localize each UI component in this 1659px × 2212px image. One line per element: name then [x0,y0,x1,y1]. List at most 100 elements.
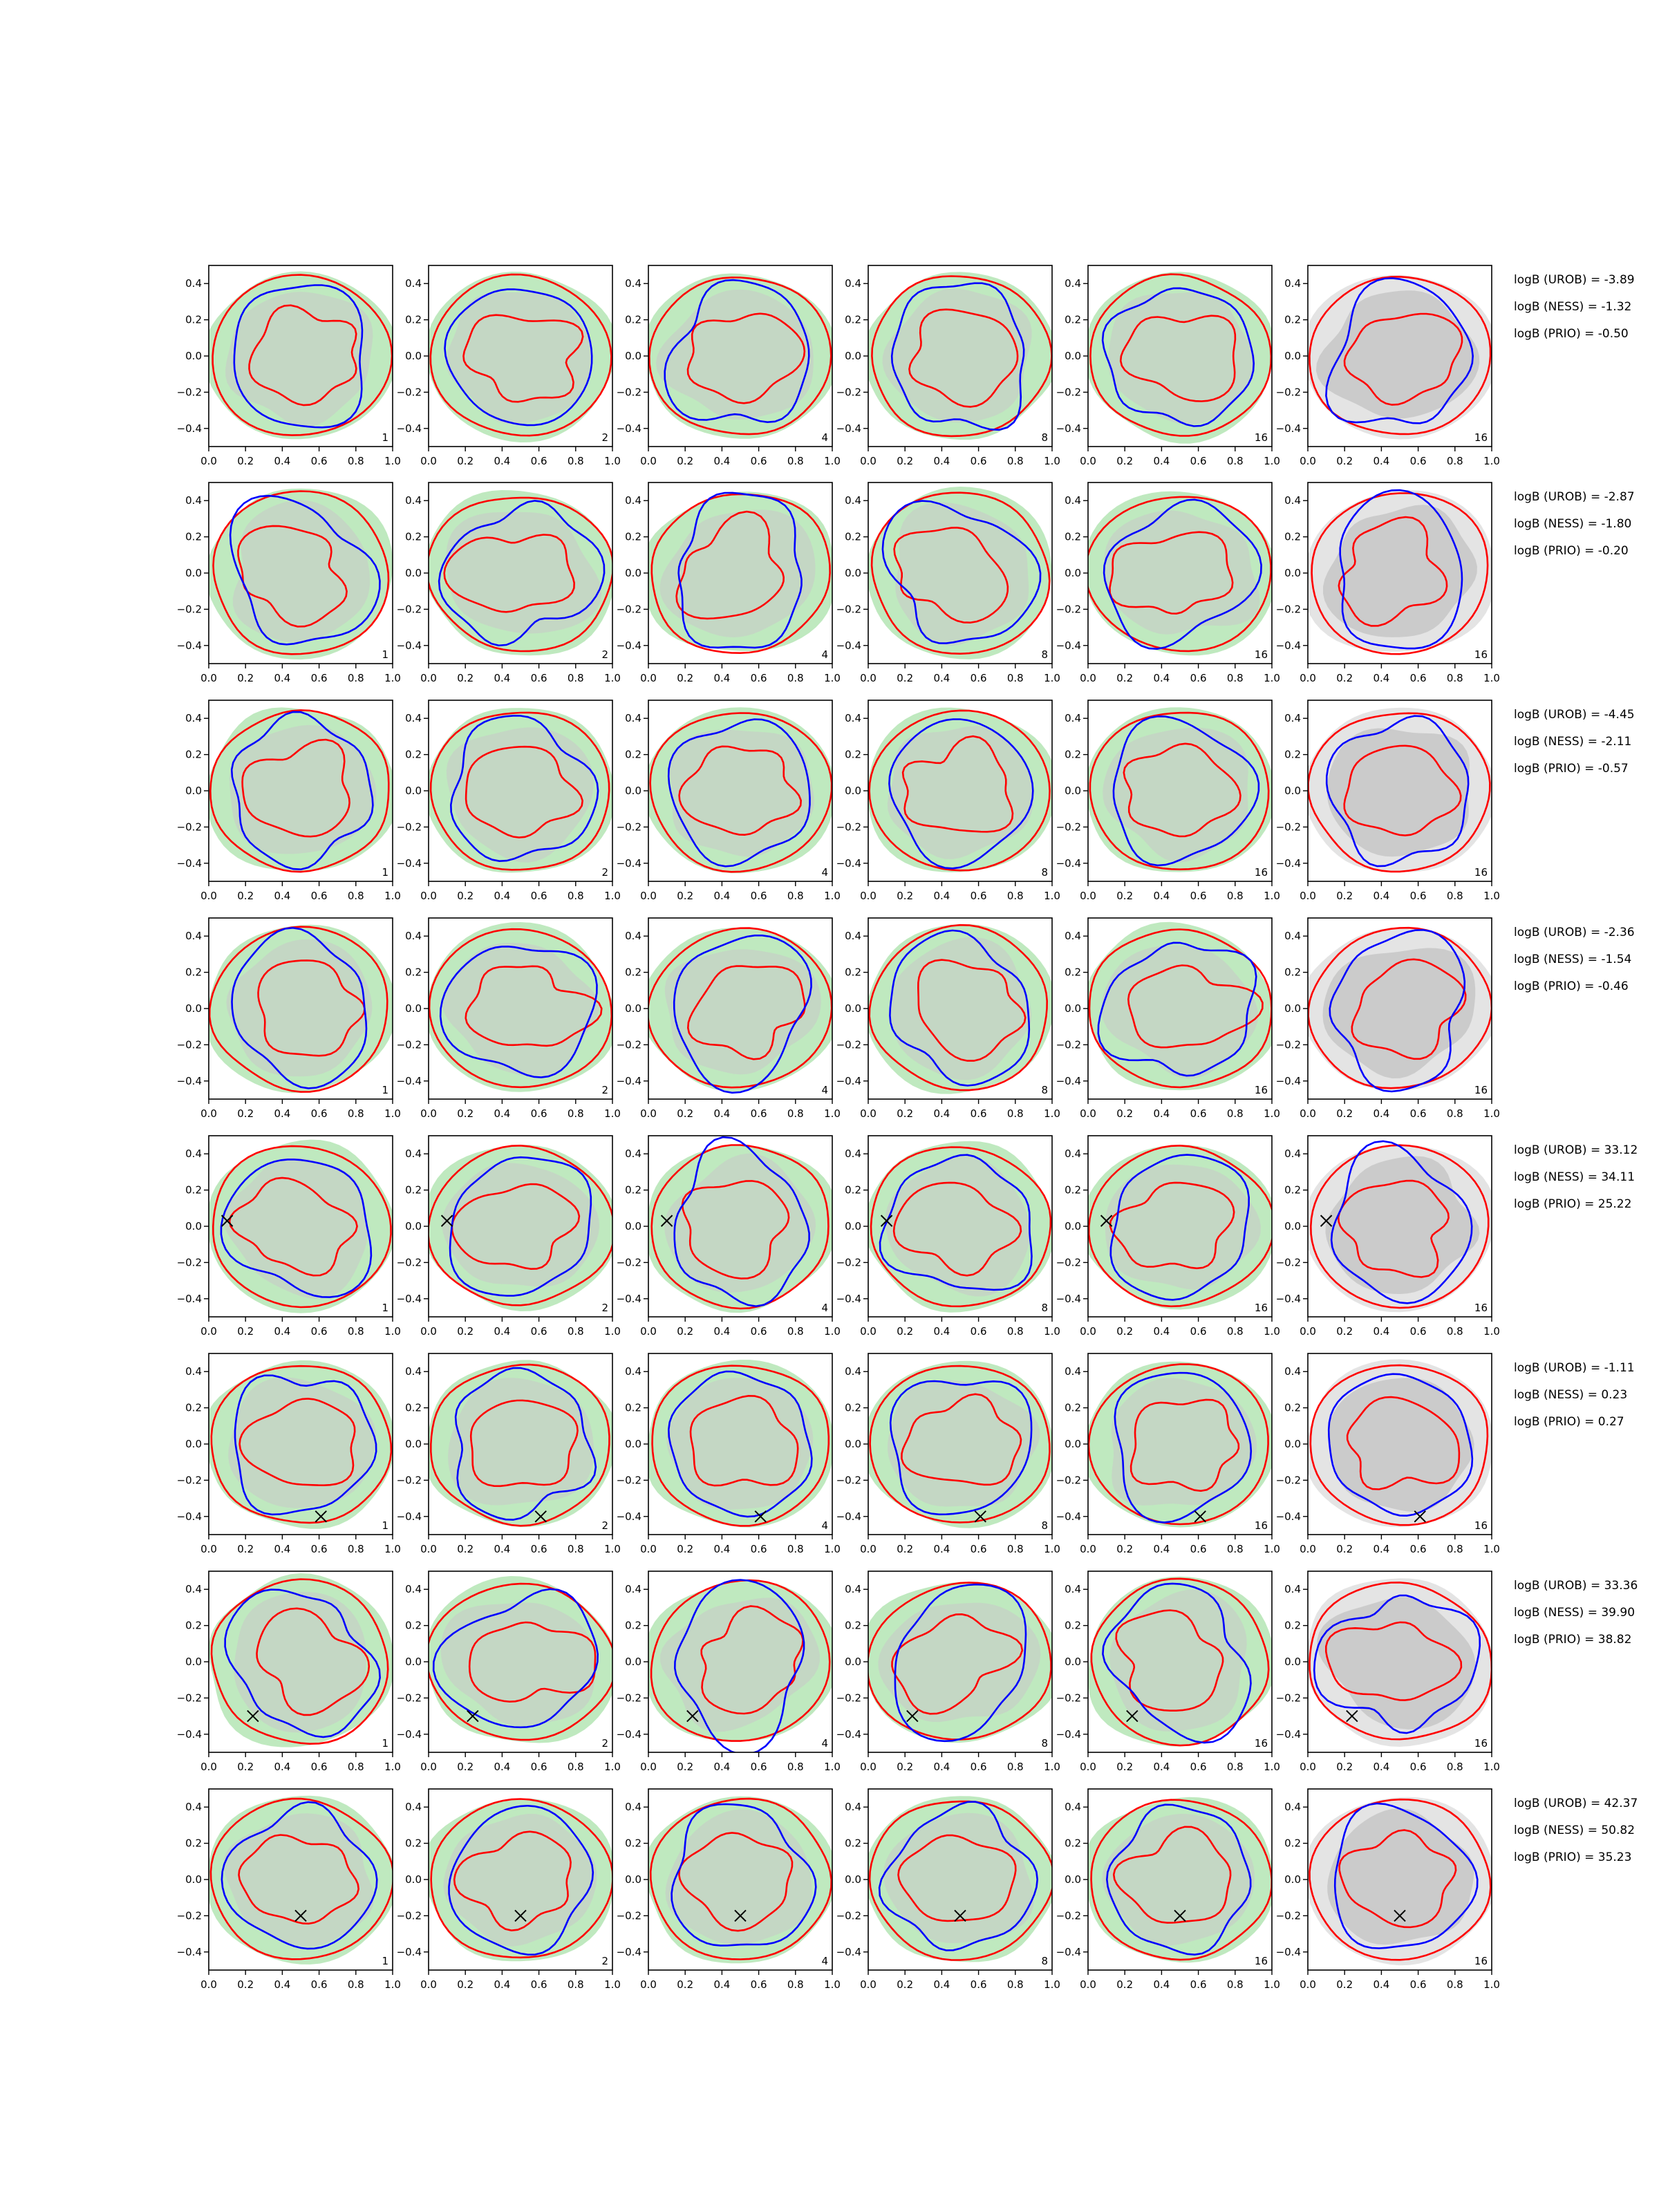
y-tick-label: −0.4 [397,857,422,870]
x-tick-label: 0.8 [1447,890,1463,902]
y-tick-label: −0.4 [1276,857,1301,870]
y-tick-label: −0.4 [397,1293,422,1305]
y-tick-label: 0.2 [625,749,641,761]
red-contour-inner [1325,1621,1463,1701]
subplot-r2-c3: 0.0 0.2 0.4 0.6 0.8 1.0 0.4 0.2 0.0 −0.2 −0.4 4 [617,482,841,684]
subplot-corner-label: 8 [1041,1955,1048,1967]
y-tick-label: 0.0 [625,1438,641,1450]
blue-contour [1329,928,1466,1093]
y-tick-label: −0.4 [617,639,641,652]
logb-annotation: logB (NESS) = 50.82 [1514,1824,1635,1837]
y-tick-label: 0.0 [1065,1220,1081,1232]
red-contour-outer [1090,1577,1270,1747]
subplot-r3-c6: 0.0 0.2 0.4 0.6 0.8 1.0 0.4 0.2 0.0 −0.2 −0.4 16 [1276,700,1500,902]
subplot-corner-label: 8 [1041,1084,1048,1096]
y-tick-label: 0.2 [1284,531,1301,543]
logb-annotation: logB (UROB) = 33.12 [1514,1143,1638,1157]
y-tick-label: −0.4 [836,857,861,870]
x-tick-label: 0.2 [457,1325,474,1338]
x-tick-label: 0.8 [1007,1107,1024,1120]
x-tick-label: 0.2 [457,1761,474,1773]
subplot-r2-c1: 0.0 0.2 0.4 0.6 0.8 1.0 0.4 0.2 0.0 −0.2 −0.4 1 [177,482,401,684]
y-tick-label: 0.0 [1065,1873,1081,1886]
subplot-corner-label: 2 [601,431,608,444]
red-contour-inner [675,510,785,620]
subplot-corner-label: 1 [382,1084,388,1096]
filled-region-inner [1111,1378,1257,1506]
x-marker [534,1510,547,1523]
x-tick-label: 1.0 [384,672,401,684]
x-tick-label: 0.2 [457,1107,474,1120]
logb-annotation: logB (PRIO) = 35.23 [1514,1850,1631,1864]
y-tick-label: 0.4 [405,277,422,290]
x-tick-label: 0.2 [1116,1543,1133,1555]
y-tick-label: −0.4 [177,1293,202,1305]
x-tick-label: 1.0 [1483,455,1500,467]
x-tick-label: 0.2 [897,890,913,902]
x-marker [906,1709,919,1723]
logb-annotation: logB (NESS) = 0.23 [1514,1388,1627,1402]
y-tick-label: −0.2 [177,1691,202,1704]
y-tick-label: 0.0 [625,1220,641,1232]
x-marker [954,1909,966,1922]
x-tick-label: 0.6 [311,1107,328,1120]
y-tick-label: 0.2 [185,531,202,543]
y-tick-label: −0.4 [836,1075,861,1087]
x-tick-label: 1.0 [1264,890,1280,902]
y-tick-label: 0.0 [1284,567,1301,579]
y-tick-label: 0.2 [185,1837,202,1850]
red-contour-inner [1343,744,1462,836]
x-tick-label: 0.4 [1153,1761,1170,1773]
x-marker [221,1215,234,1227]
y-tick-label: −0.2 [397,1691,422,1704]
y-tick-label: 0.4 [1065,494,1081,507]
blue-contour [432,1588,599,1729]
blue-contour [234,1374,377,1516]
subplot-corner-label: 2 [601,1737,608,1750]
y-tick-label: 0.4 [845,1365,861,1378]
x-tick-label: 0.8 [1007,1978,1024,1991]
x-marker [880,1215,893,1227]
x-tick-label: 0.8 [348,1543,364,1555]
y-tick-label: 0.2 [1065,531,1081,543]
x-tick-label: 0.8 [1227,1107,1244,1120]
subplot-r1-c3: 0.0 0.2 0.4 0.6 0.8 1.0 0.4 0.2 0.0 −0.2 −0.4 4 [617,265,841,467]
y-tick-label: 0.2 [185,749,202,761]
y-tick-label: −0.2 [177,821,202,833]
x-tick-label: 0.8 [787,1761,804,1773]
red-contour-outer [871,275,1052,438]
y-tick-label: 0.2 [405,314,422,326]
subplot-r7-c6: 0.0 0.2 0.4 0.6 0.8 1.0 0.4 0.2 0.0 −0.2 −0.4 16 [1276,1571,1500,1773]
red-contour-inner [465,965,603,1047]
red-contour-inner [238,1834,360,1925]
red-contour-outer [1309,1144,1490,1309]
red-contour-inner [1109,1181,1235,1270]
y-tick-label: 0.4 [185,1801,202,1813]
y-tick-label: 0.4 [185,494,202,507]
x-tick-label: 0.0 [860,1978,877,1991]
red-contour-outer [1309,1798,1492,1961]
y-tick-label: 0.0 [1284,1220,1301,1232]
y-tick-label: 0.0 [185,785,202,797]
x-tick-label: 0.8 [1007,1543,1024,1555]
x-tick-label: 1.0 [384,890,401,902]
red-contour-inner [1109,531,1234,615]
y-tick-label: 0.0 [845,785,861,797]
y-tick-label: 0.0 [405,567,422,579]
y-tick-label: 0.4 [625,930,641,942]
x-tick-label: 0.4 [494,1107,510,1120]
y-tick-label: −0.2 [1056,1909,1081,1922]
red-contour-outer [1088,1144,1272,1308]
x-tick-label: 0.2 [237,1325,254,1338]
y-tick-label: −0.4 [397,1075,422,1087]
x-marker [1320,1215,1333,1227]
y-tick-label: 0.2 [405,1837,422,1850]
red-contour-outer [649,1797,832,1960]
x-tick-label: 0.4 [1373,672,1389,684]
x-tick-label: 0.4 [933,672,950,684]
red-contour-outer [429,1144,612,1306]
x-tick-label: 0.0 [200,1325,217,1338]
subplot-r8-c6: 0.0 0.2 0.4 0.6 0.8 1.0 0.4 0.2 0.0 −0.2 −0.4 16 [1276,1788,1500,1991]
x-marker [686,1709,699,1723]
y-tick-label: −0.4 [1276,1728,1301,1741]
